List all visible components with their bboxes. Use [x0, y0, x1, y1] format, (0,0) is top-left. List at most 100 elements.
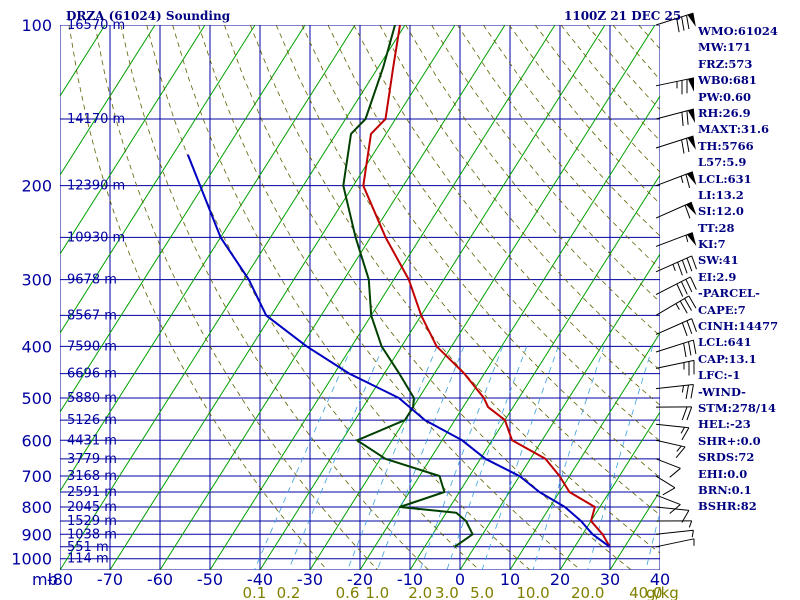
- height-label: 1038 m: [67, 527, 117, 542]
- barb-feather: [685, 174, 691, 188]
- param-item: LI:13.2: [698, 187, 744, 202]
- temp-tick-label: -40: [247, 570, 273, 589]
- barb-half-feather: [688, 520, 693, 528]
- barb-half-feather: [681, 385, 685, 393]
- barb-pennant: [686, 232, 697, 247]
- sounding-parameters: WMO:61024 MW:171 FRZ:573 WB0:681 PW:0.60 RH:2…: [698, 23, 778, 515]
- pressure-tick-label: 1000: [11, 550, 52, 569]
- param-item: MW:171: [698, 40, 752, 55]
- dry-adiabat: [172, 25, 531, 570]
- barb-feather: [686, 320, 693, 335]
- param-item: BSHR:82: [698, 499, 757, 514]
- barb-staff: [655, 494, 681, 506]
- mixing-ratio-line: [481, 346, 559, 570]
- param-item: LCL:631: [698, 171, 752, 186]
- isotherm-line: [60, 25, 206, 255]
- barb-feather: [681, 259, 688, 274]
- mixing-ratio-lines: [254, 346, 660, 570]
- height-label: 10930 m: [67, 230, 125, 245]
- wind-barb: [655, 171, 697, 188]
- param-item: EI:2.9: [698, 269, 737, 284]
- barb-feather: [686, 15, 690, 30]
- height-label: 16570 m: [67, 18, 125, 33]
- isotherms: [0, 25, 660, 570]
- wind-barb: [655, 538, 695, 548]
- wind-barb: [655, 359, 695, 376]
- param-item: STM:278/14: [698, 400, 777, 415]
- wind-barb: [655, 295, 697, 316]
- barb-half-feather: [675, 303, 680, 310]
- height-label: 8567 m: [67, 308, 117, 323]
- barb-feather: [686, 110, 689, 125]
- barb-staff: [655, 384, 694, 390]
- mixing-ratio-label: 2.0: [408, 584, 432, 600]
- barb-staff: [655, 77, 695, 87]
- barb-feather: [691, 255, 697, 270]
- isotherm-line: [0, 25, 55, 570]
- pressure-tick-label: 200: [21, 177, 52, 196]
- param-item: SI:12.0: [698, 204, 744, 219]
- wind-barb: [655, 439, 686, 458]
- dry-adiabat: [198, 25, 581, 570]
- dry-adiabat: [224, 25, 632, 570]
- isotherm-line: [60, 25, 306, 413]
- temp-tick-label: 10: [500, 570, 520, 589]
- param-item: EHI:0.0: [698, 466, 748, 481]
- isotherm-line: [409, 174, 660, 570]
- dry-adiabat: [249, 25, 660, 554]
- isotherm-line: [109, 25, 456, 570]
- dry-adiabat: [275, 25, 660, 516]
- barb-staff: [655, 255, 692, 273]
- temp-tick-label: 0: [455, 570, 465, 589]
- param-item: MAXT:31.6: [698, 122, 769, 137]
- isotherm-line: [60, 25, 156, 177]
- barb-staff: [655, 295, 690, 316]
- param-item: L57:5.9: [698, 155, 747, 170]
- barb-staff: [655, 439, 686, 448]
- barb-feather: [681, 139, 685, 154]
- barb-staff: [655, 506, 689, 511]
- param-item: SHR+:0.0: [698, 433, 761, 448]
- barb-pennant: [686, 202, 697, 216]
- param-item: PW:0.60: [698, 89, 752, 104]
- isotherm-line: [60, 25, 356, 492]
- wind-barb: [655, 384, 694, 399]
- parcel-line: [186, 154, 611, 548]
- param-item: RH:26.9: [698, 105, 751, 120]
- wind-barb: [655, 12, 696, 33]
- mixing-ratio-line: [446, 346, 528, 570]
- wind-barb: [655, 201, 697, 219]
- mixing-ratio-label: 3.0: [435, 584, 459, 600]
- mixing-ratio-label: 10.0: [516, 584, 549, 600]
- height-label: 9678 m: [67, 273, 117, 288]
- barb-feather: [679, 300, 688, 314]
- barb-feather: [669, 467, 681, 478]
- barb-staff: [655, 423, 689, 429]
- barb-staff: [655, 201, 692, 219]
- dewpoint-line: [342, 25, 474, 548]
- barb-feather: [686, 138, 690, 153]
- wind-barb: [655, 276, 697, 297]
- height-label: 2045 m: [67, 500, 117, 515]
- pressure-tick-label: 400: [21, 337, 52, 356]
- temp-tick-label: -80: [47, 570, 73, 589]
- barb-staff: [655, 359, 695, 369]
- barb-feather: [680, 281, 688, 295]
- observation-time: 1100Z 21 DEC 25: [564, 9, 682, 23]
- barb-feather: [690, 384, 694, 399]
- pressure-tick-label: 300: [21, 271, 52, 290]
- height-label: 114 m: [67, 552, 109, 567]
- barb-feather: [681, 112, 684, 127]
- temp-tick-label: 40: [650, 570, 670, 589]
- barb-feather: [684, 298, 693, 311]
- wind-barb: [655, 529, 694, 538]
- param-item: CAP:13.1: [698, 351, 757, 366]
- param-item: KI:7: [698, 237, 726, 252]
- pressure-tick-label: 100: [21, 16, 52, 35]
- barb-staff: [655, 529, 694, 535]
- isotherm-line: [509, 332, 660, 570]
- param-item: SRDS:72: [698, 450, 755, 465]
- wind-barb: [655, 423, 690, 441]
- height-label: 4431 m: [67, 433, 117, 448]
